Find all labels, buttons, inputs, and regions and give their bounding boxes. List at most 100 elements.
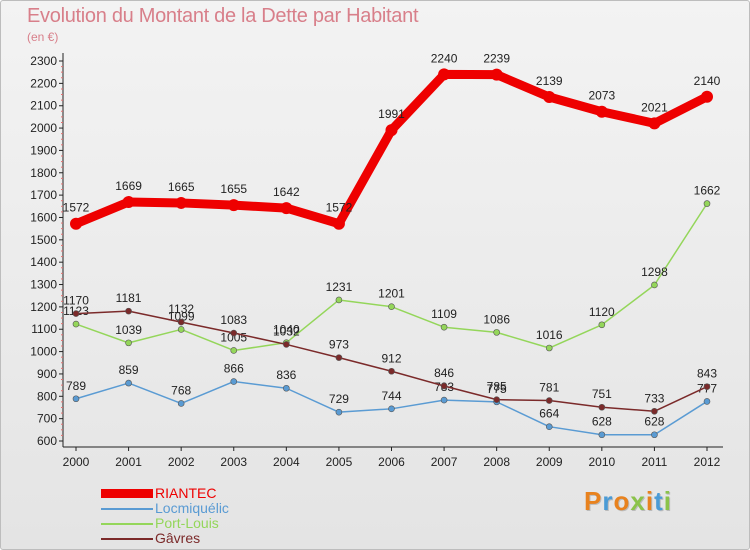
x-tick-label: 2002 xyxy=(168,455,195,469)
data-label-riantec: 2239 xyxy=(483,52,510,66)
x-tick-label: 2008 xyxy=(483,455,510,469)
data-point-locmiquelic xyxy=(72,395,80,403)
data-label-locmiquelic: 836 xyxy=(276,368,296,382)
data-point-port-louis xyxy=(545,344,553,352)
y-tick-label: 1900 xyxy=(30,143,57,157)
data-point-port-louis xyxy=(230,347,238,354)
data-label-port-louis: 1231 xyxy=(326,280,353,294)
data-point-locmiquelic xyxy=(177,400,185,407)
legend-item: Locmiquélic xyxy=(101,501,301,516)
data-point-locmiquelic xyxy=(440,396,448,404)
chart-title: Evolution du Montant de la Dette par Hab… xyxy=(27,5,419,27)
data-point-port-louis xyxy=(703,200,711,207)
y-tick-label: 900 xyxy=(37,367,57,381)
x-tick-label: 2011 xyxy=(642,455,668,469)
data-label-gavres: 751 xyxy=(592,387,612,401)
y-tick-label: 2100 xyxy=(30,99,57,113)
data-point-gavres xyxy=(545,397,553,404)
data-point-locmiquelic xyxy=(598,431,606,439)
data-label-gavres: 781 xyxy=(539,381,559,395)
data-point-gavres xyxy=(72,310,80,317)
data-label-gavres: 1032 xyxy=(273,324,300,338)
data-label-locmiquelic: 775 xyxy=(487,382,507,396)
data-label-port-louis: 1109 xyxy=(431,307,457,321)
data-label-gavres: 912 xyxy=(381,351,401,365)
y-tick-label: 2200 xyxy=(30,76,57,90)
data-point-riantec xyxy=(227,199,240,212)
data-point-locmiquelic xyxy=(545,423,553,430)
data-label-port-louis: 1039 xyxy=(115,323,142,337)
series-line-port-louis xyxy=(75,202,708,352)
data-label-port-louis: 1040 xyxy=(273,323,300,337)
data-point-port-louis xyxy=(440,323,448,331)
y-tick-label: 1800 xyxy=(30,166,57,180)
data-label-locmiquelic: 789 xyxy=(66,379,86,393)
data-point-port-louis xyxy=(177,326,185,333)
x-tick-label: 2012 xyxy=(694,455,721,469)
x-tick-label: 2001 xyxy=(115,455,142,469)
data-point-gavres xyxy=(651,407,658,415)
data-point-port-louis xyxy=(125,339,132,347)
data-point-locmiquelic xyxy=(388,405,395,413)
x-tick-label: 2004 xyxy=(273,455,300,469)
data-point-locmiquelic xyxy=(283,384,290,392)
data-label-riantec: 1669 xyxy=(115,179,142,193)
data-label-locmiquelic: 628 xyxy=(592,415,612,429)
data-label-locmiquelic: 866 xyxy=(224,362,244,376)
data-label-gavres: 1170 xyxy=(63,294,89,308)
data-label-riantec: 1655 xyxy=(220,182,247,196)
data-point-riantec xyxy=(122,196,135,209)
legend-label: Port-Louis xyxy=(155,515,219,531)
data-point-locmiquelic xyxy=(230,378,238,385)
y-tick-label: 1700 xyxy=(30,188,57,202)
legend-item: Gâvres xyxy=(101,531,301,546)
data-point-locmiquelic xyxy=(703,398,711,405)
x-tick-label: 2003 xyxy=(220,455,247,469)
y-tick-label: 1300 xyxy=(30,278,57,292)
legend-swatch xyxy=(101,523,153,525)
data-label-riantec: 1991 xyxy=(378,107,405,121)
data-point-port-louis xyxy=(388,303,395,310)
chart-legend: RIANTEC Locmiquélic Port-Louis Gâvres xyxy=(101,486,301,546)
data-label-riantec: 2139 xyxy=(536,74,563,88)
data-point-riantec xyxy=(70,217,82,230)
data-label-port-louis: 1298 xyxy=(641,265,668,279)
legend-swatch xyxy=(101,538,153,540)
data-label-riantec: 2073 xyxy=(588,89,615,103)
y-tick-label: 2000 xyxy=(30,121,57,135)
legend-item: RIANTEC xyxy=(101,486,301,501)
data-label-port-louis: 1016 xyxy=(536,328,563,342)
legend-label: RIANTEC xyxy=(155,485,217,501)
proxiti-logo: Proxiti xyxy=(584,486,672,516)
data-point-gavres xyxy=(283,341,290,348)
data-label-locmiquelic: 744 xyxy=(381,389,401,403)
data-point-gavres xyxy=(230,329,238,337)
legend-label: Gâvres xyxy=(155,530,201,546)
data-point-gavres xyxy=(125,307,132,315)
data-point-gavres xyxy=(177,318,185,326)
data-point-locmiquelic xyxy=(651,431,658,439)
data-label-locmiquelic: 628 xyxy=(644,415,664,429)
y-tick-label: 1600 xyxy=(30,210,57,224)
y-tick-label: 1500 xyxy=(30,233,57,247)
data-label-gavres: 1132 xyxy=(168,302,194,316)
data-label-riantec: 1665 xyxy=(168,180,195,194)
x-tick-label: 2010 xyxy=(588,455,615,469)
x-tick-label: 2007 xyxy=(431,455,458,469)
data-point-locmiquelic xyxy=(125,379,132,387)
data-label-locmiquelic: 664 xyxy=(539,407,559,421)
legend-label: Locmiquélic xyxy=(155,500,229,516)
y-tick-label: 1000 xyxy=(30,345,57,359)
data-label-port-louis: 1120 xyxy=(589,305,615,319)
legend-item: Port-Louis xyxy=(101,516,301,531)
data-label-gavres: 785 xyxy=(487,380,507,394)
data-point-port-louis xyxy=(651,281,658,289)
data-point-port-louis xyxy=(335,296,343,304)
data-point-riantec xyxy=(648,117,661,130)
data-label-gavres: 973 xyxy=(329,338,349,352)
data-label-riantec: 1572 xyxy=(326,201,353,215)
chart-subtitle: (en €) xyxy=(27,30,59,44)
data-label-riantec: 2021 xyxy=(641,100,668,114)
